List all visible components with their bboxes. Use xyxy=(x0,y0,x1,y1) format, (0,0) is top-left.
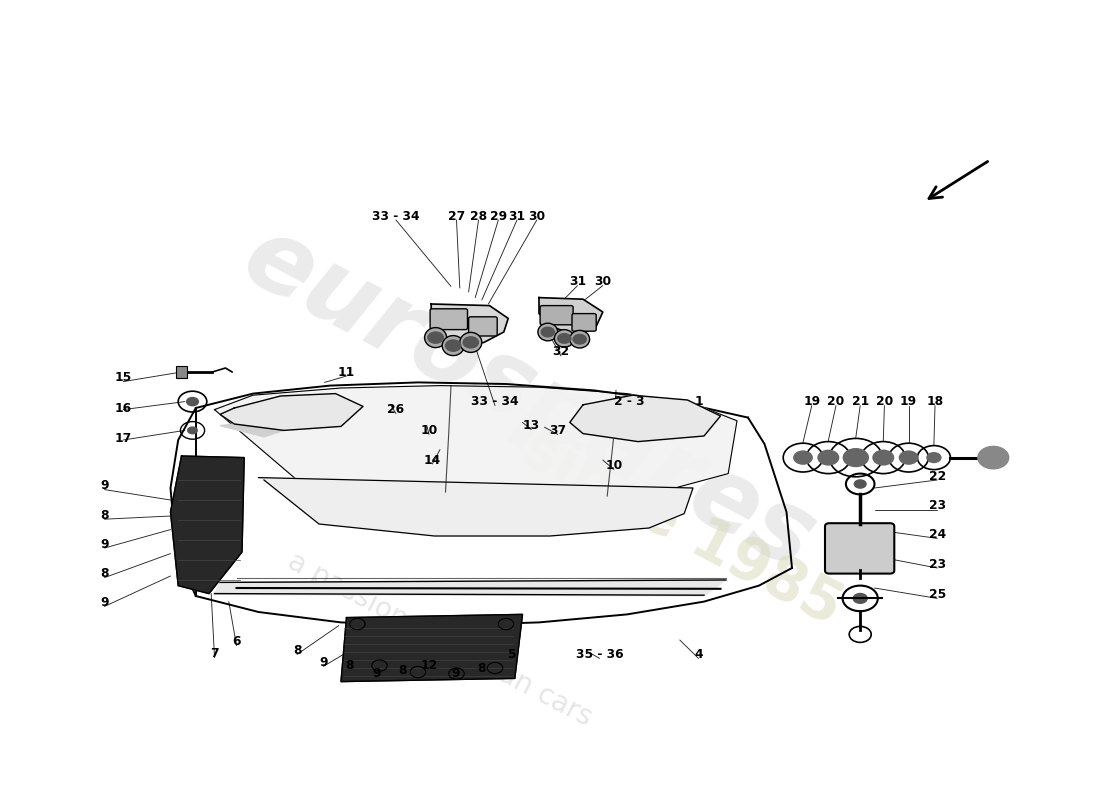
Text: 9: 9 xyxy=(451,667,460,680)
Circle shape xyxy=(793,450,813,465)
Ellipse shape xyxy=(425,328,447,347)
Text: 23: 23 xyxy=(928,558,946,570)
Text: since 1985: since 1985 xyxy=(513,420,851,636)
Text: 29: 29 xyxy=(490,210,507,222)
FancyBboxPatch shape xyxy=(540,306,573,325)
Text: 8: 8 xyxy=(477,662,486,674)
Text: 21: 21 xyxy=(851,395,869,408)
Bar xyxy=(176,366,187,378)
Text: 13: 13 xyxy=(522,419,540,432)
Circle shape xyxy=(463,337,478,348)
Text: 35 - 36: 35 - 36 xyxy=(575,648,624,661)
Text: 8: 8 xyxy=(345,659,354,672)
Text: 26: 26 xyxy=(387,403,405,416)
Polygon shape xyxy=(539,298,603,336)
FancyBboxPatch shape xyxy=(572,314,596,331)
Circle shape xyxy=(446,340,461,351)
Circle shape xyxy=(558,334,571,343)
FancyBboxPatch shape xyxy=(430,309,468,330)
Text: 9: 9 xyxy=(100,538,109,550)
Circle shape xyxy=(817,450,839,466)
Text: 14: 14 xyxy=(424,454,441,466)
Text: 9: 9 xyxy=(100,479,109,492)
Polygon shape xyxy=(214,386,737,500)
Ellipse shape xyxy=(554,330,574,347)
Circle shape xyxy=(872,450,894,466)
Circle shape xyxy=(852,593,868,604)
Text: 33 - 34: 33 - 34 xyxy=(471,395,519,408)
Circle shape xyxy=(854,479,867,489)
Text: 8: 8 xyxy=(100,567,109,580)
Polygon shape xyxy=(214,580,726,596)
Text: 19: 19 xyxy=(900,395,917,408)
Text: 31: 31 xyxy=(569,275,586,288)
FancyBboxPatch shape xyxy=(469,317,497,336)
Text: 37: 37 xyxy=(549,424,566,437)
Text: 8: 8 xyxy=(100,509,109,522)
Circle shape xyxy=(187,426,198,434)
Text: 9: 9 xyxy=(319,656,328,669)
Text: 30: 30 xyxy=(594,275,612,288)
Text: 30: 30 xyxy=(528,210,546,222)
Ellipse shape xyxy=(570,330,590,348)
Text: a passion for italian cars: a passion for italian cars xyxy=(283,548,597,732)
Text: 32: 32 xyxy=(552,346,570,358)
Text: eurospares: eurospares xyxy=(226,209,830,591)
Circle shape xyxy=(573,334,586,344)
Text: 31: 31 xyxy=(508,210,526,222)
Text: 25: 25 xyxy=(928,588,946,601)
Text: 8: 8 xyxy=(293,644,301,657)
FancyBboxPatch shape xyxy=(825,523,894,574)
Text: 18: 18 xyxy=(926,395,944,408)
Ellipse shape xyxy=(460,333,482,352)
Text: 28: 28 xyxy=(470,210,487,222)
Text: 20: 20 xyxy=(876,395,893,408)
Polygon shape xyxy=(220,394,363,430)
Circle shape xyxy=(926,452,942,463)
Ellipse shape xyxy=(538,323,558,341)
Text: 24: 24 xyxy=(928,528,946,541)
Text: 17: 17 xyxy=(114,432,132,445)
Text: 5: 5 xyxy=(508,648,517,661)
Circle shape xyxy=(541,327,554,337)
Text: 2 - 3: 2 - 3 xyxy=(614,395,645,408)
Polygon shape xyxy=(570,395,721,442)
Text: 16: 16 xyxy=(114,402,132,414)
Text: 1: 1 xyxy=(694,395,703,408)
Text: 12: 12 xyxy=(420,659,438,672)
Text: 22: 22 xyxy=(928,470,946,482)
Polygon shape xyxy=(220,424,284,437)
Text: 20: 20 xyxy=(827,395,845,408)
Text: 4: 4 xyxy=(694,648,703,661)
Text: 6: 6 xyxy=(232,635,241,648)
Ellipse shape xyxy=(442,336,464,355)
Circle shape xyxy=(428,332,443,343)
Circle shape xyxy=(843,448,869,467)
Polygon shape xyxy=(431,304,508,348)
Text: 10: 10 xyxy=(420,424,438,437)
Text: 23: 23 xyxy=(928,499,946,512)
Circle shape xyxy=(899,450,918,465)
Circle shape xyxy=(186,397,199,406)
Text: 15: 15 xyxy=(114,371,132,384)
Text: 8: 8 xyxy=(398,664,407,677)
Text: 19: 19 xyxy=(803,395,821,408)
Circle shape xyxy=(978,446,1009,469)
Text: 33 - 34: 33 - 34 xyxy=(372,210,420,222)
Polygon shape xyxy=(341,614,522,682)
Text: 9: 9 xyxy=(100,596,109,609)
Polygon shape xyxy=(258,478,693,536)
Text: 10: 10 xyxy=(605,459,623,472)
Text: 27: 27 xyxy=(448,210,465,222)
Text: 11: 11 xyxy=(338,366,355,378)
Text: 7: 7 xyxy=(210,647,219,660)
Text: 9: 9 xyxy=(372,667,381,680)
Polygon shape xyxy=(170,456,244,594)
